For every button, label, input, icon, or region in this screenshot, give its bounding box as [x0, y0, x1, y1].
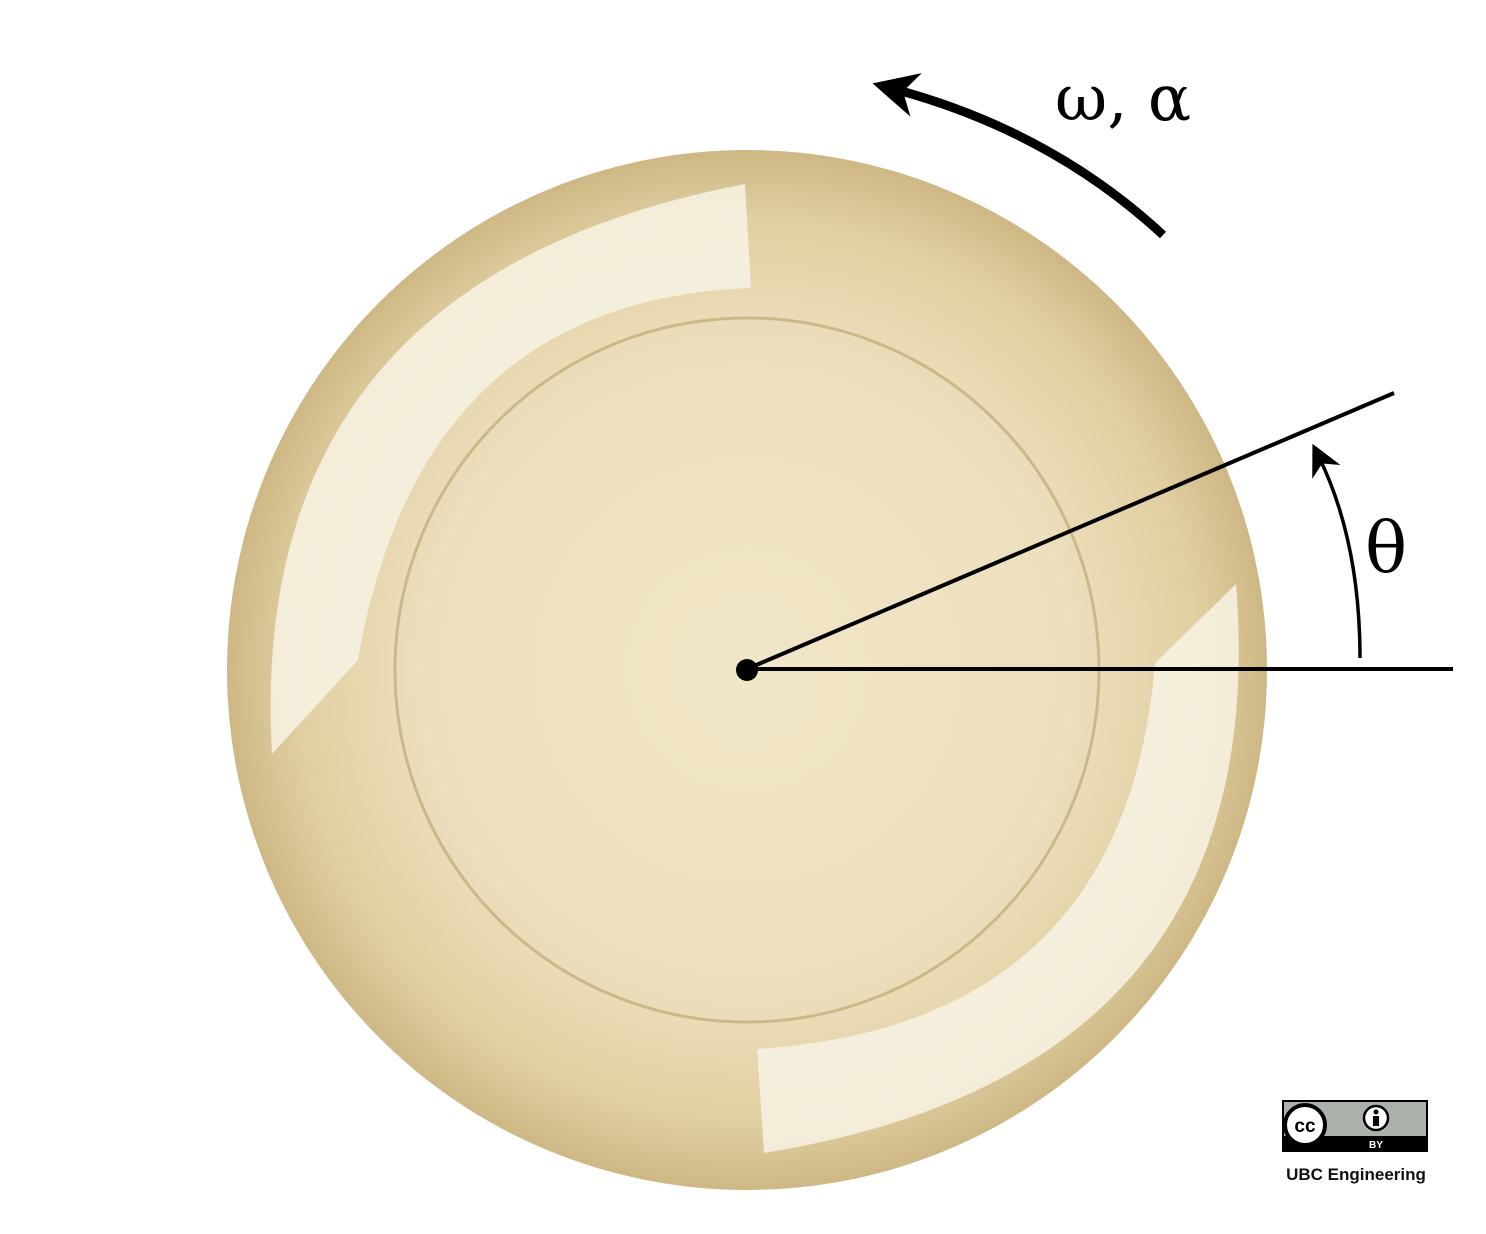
cc-logo-text: cc — [1294, 1116, 1316, 1137]
cc-logo-icon — [1283, 1103, 1327, 1147]
cc-by-license-badge: cc BY — [1282, 1100, 1428, 1152]
rotation-arrow — [872, 73, 1167, 239]
disk-highlight-upper-left — [270, 184, 751, 754]
by-label: BY — [1369, 1140, 1383, 1151]
radial-line — [746, 391, 1395, 671]
disk-highlight-lower-right — [757, 584, 1239, 1153]
theta-arc-arrow — [1312, 443, 1362, 659]
center-pivot — [736, 659, 758, 681]
credit-text: UBC Engineering — [1286, 1165, 1426, 1184]
omega-alpha-label: ω, α — [1055, 62, 1191, 136]
theta-label: θ — [1365, 507, 1407, 589]
